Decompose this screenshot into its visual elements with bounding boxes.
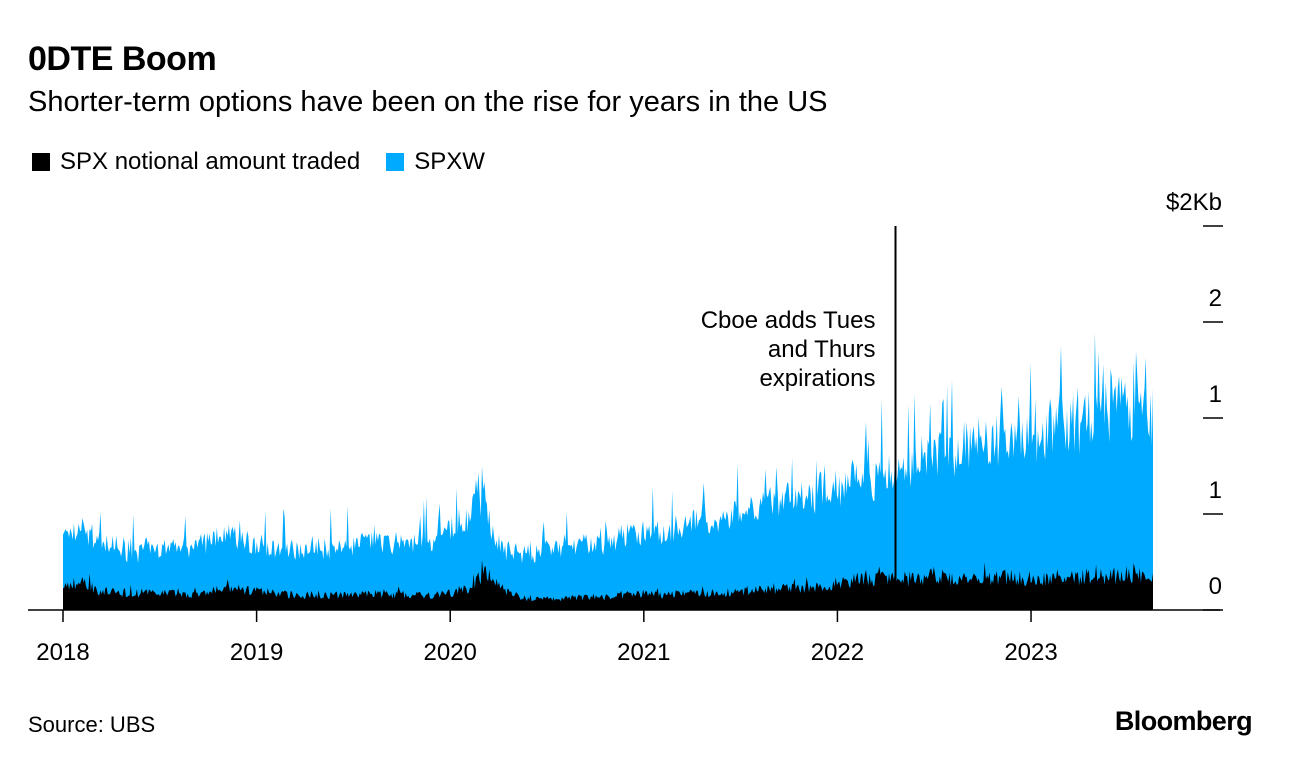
x-tick-label-2: 2020 xyxy=(424,639,477,666)
legend-item-spx: SPX notional amount traded xyxy=(32,148,360,176)
legend: SPX notional amount traded SPXW xyxy=(32,148,511,176)
chart-subtitle: Shorter-term options have been on the ri… xyxy=(28,86,828,118)
bloomberg-logo: Bloomberg xyxy=(1114,706,1253,736)
legend-item-spxw: SPXW xyxy=(386,148,485,176)
y-tick-label-2: 1 xyxy=(1209,381,1222,408)
annotation-text-line-2: expirations xyxy=(759,365,875,392)
y-tick-label-4: $2Kb xyxy=(1166,189,1222,216)
series-area-spx xyxy=(63,559,1153,610)
x-axis: 2018 2019 2020 2021 2022 2023 xyxy=(28,609,1220,666)
legend-label-spxw: SPXW xyxy=(414,148,485,175)
y-tick-label-0: 0 xyxy=(1209,573,1222,600)
x-tick-label-1: 2019 xyxy=(230,639,283,666)
y-tick-label-1: 1 xyxy=(1209,477,1222,504)
series-area-spxw xyxy=(63,331,1153,610)
annotation-text-line-1: and Thurs xyxy=(768,336,876,363)
annotation-text-line-0: Cboe adds Tues xyxy=(701,307,876,334)
y-tick-label-3: 2 xyxy=(1209,285,1222,312)
chart-title: 0DTE Boom xyxy=(28,40,217,78)
area-chart: 0 1 1 2 $2Kb 2018 2019 2020 2021 2022 2023 Cboe a… xyxy=(28,189,1223,666)
x-tick-label-3: 2021 xyxy=(617,639,670,666)
x-tick-label-4: 2022 xyxy=(811,639,864,666)
chart-areas xyxy=(63,331,1153,610)
legend-label-spx: SPX notional amount traded xyxy=(60,148,361,175)
source-note: Source: UBS xyxy=(28,712,156,737)
legend-swatch-spx xyxy=(32,153,50,171)
legend-swatch-spxw xyxy=(386,153,405,171)
x-tick-label-0: 2018 xyxy=(36,639,89,666)
y-axis: 0 1 1 2 $2Kb xyxy=(1166,189,1223,611)
x-tick-label-5: 2023 xyxy=(1004,639,1057,666)
